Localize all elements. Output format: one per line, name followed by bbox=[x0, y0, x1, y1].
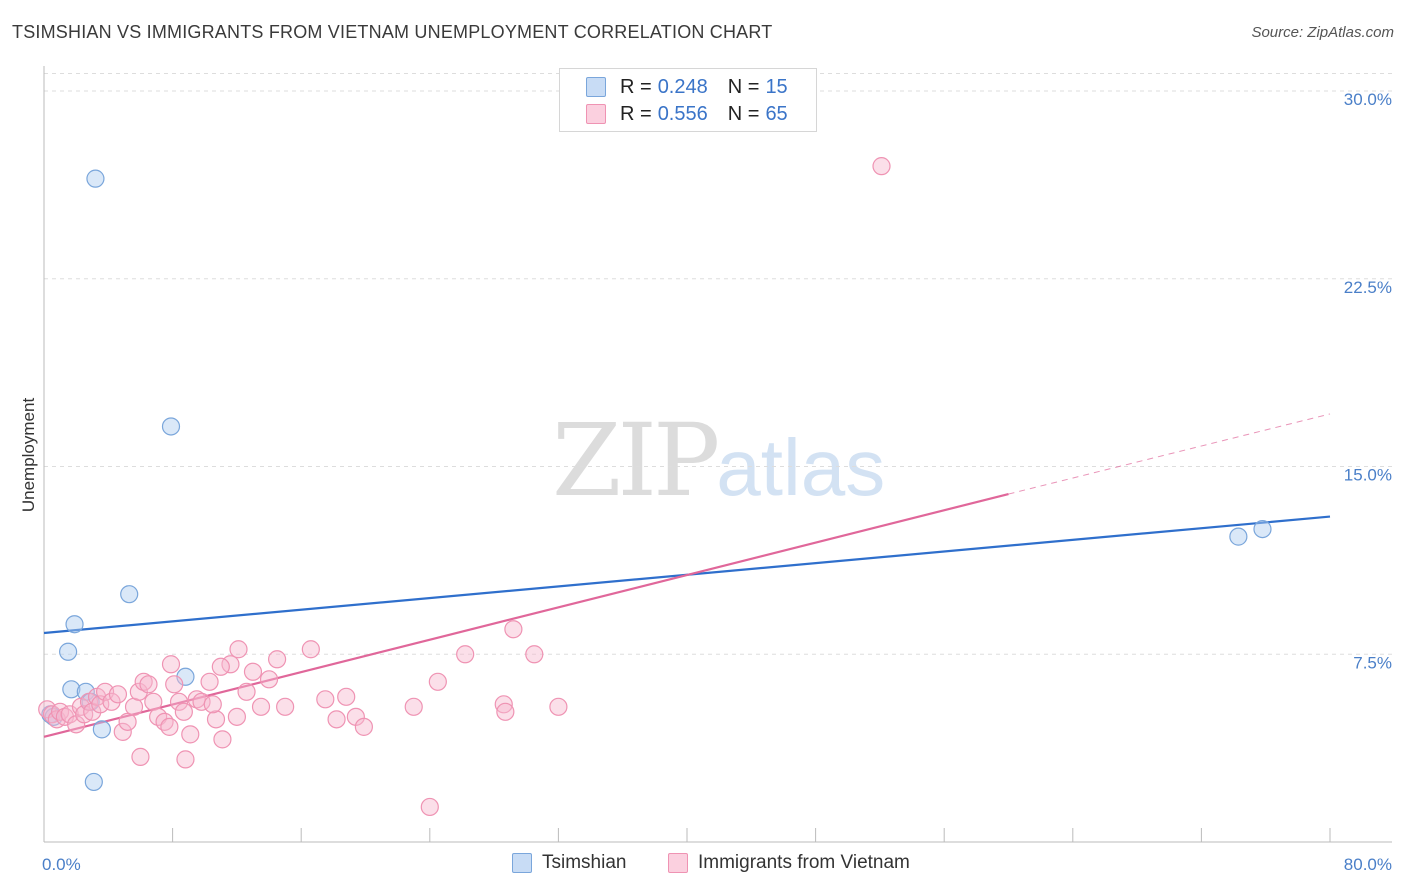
series-legend: Tsimshian Immigrants from Vietnam bbox=[0, 852, 1406, 876]
vietnam-point bbox=[192, 692, 211, 711]
vietnam-point bbox=[213, 730, 232, 749]
vietnam-trend-extension bbox=[1008, 413, 1331, 495]
vietnam-point bbox=[428, 672, 447, 691]
vietnam-point bbox=[251, 697, 271, 716]
vietnam-point bbox=[174, 702, 193, 721]
watermark-atlas: atlas bbox=[716, 423, 886, 512]
vietnam-point bbox=[169, 692, 189, 711]
vietnam-point bbox=[259, 670, 279, 689]
vietnam-point bbox=[267, 650, 287, 669]
vietnam-point bbox=[118, 712, 137, 731]
tick-labels: 7.5% 15.0% 22.5% 30.0% 0.0% 80.0% Unemployment bbox=[19, 90, 1392, 874]
vietnam-point bbox=[316, 690, 335, 709]
correlation-legend: R = 0.248 N = 15 R = 0.556 N = 65 bbox=[559, 68, 817, 132]
data-points bbox=[38, 157, 1272, 817]
legend-swatch-vietnam bbox=[586, 104, 606, 124]
vietnam-point bbox=[161, 655, 181, 674]
vietnam-point bbox=[243, 662, 263, 681]
y-tick-label: 7.5% bbox=[1353, 653, 1392, 672]
tsimshian-point bbox=[92, 720, 111, 739]
x-tick-label: 80.0% bbox=[1344, 855, 1392, 874]
vietnam-point bbox=[301, 640, 320, 659]
tsimshian-point bbox=[65, 615, 84, 634]
vietnam-point bbox=[337, 687, 356, 706]
source-credit: Source: ZipAtlas.com bbox=[1251, 24, 1394, 41]
tsimshian-point bbox=[161, 417, 181, 436]
vietnam-point bbox=[549, 697, 568, 716]
vietnam-point bbox=[496, 702, 515, 721]
vietnam-point bbox=[181, 725, 200, 744]
series-swatch-vietnam bbox=[668, 853, 688, 873]
trend-lines bbox=[43, 413, 1331, 738]
series-swatch-tsimshian bbox=[512, 853, 532, 873]
vietnam-point bbox=[872, 157, 891, 176]
vietnam-point bbox=[200, 672, 219, 691]
watermark: ZIPatlas bbox=[552, 402, 885, 519]
y-tick-label: 22.5% bbox=[1344, 278, 1392, 297]
tsimshian-point bbox=[84, 772, 103, 792]
legend-swatch-tsimshian bbox=[586, 77, 606, 97]
vietnam-point bbox=[155, 712, 174, 731]
tsimshian-point bbox=[59, 642, 78, 661]
vietnam-point bbox=[129, 682, 148, 701]
tsimshian-point bbox=[1229, 527, 1248, 546]
vietnam-point bbox=[494, 695, 513, 714]
axes bbox=[43, 66, 1392, 843]
series-legend-tsimshian[interactable]: Tsimshian bbox=[512, 852, 626, 874]
y-tick-label: 30.0% bbox=[1344, 90, 1392, 109]
y-tick-label: 15.0% bbox=[1344, 466, 1392, 485]
vietnam-point bbox=[131, 747, 150, 766]
tsimshian-point bbox=[62, 680, 81, 699]
legend-r-value: 0.248 bbox=[657, 75, 708, 98]
vietnam-point bbox=[144, 692, 163, 711]
legend-row-tsimshian: R = 0.248 N = 15 bbox=[586, 75, 788, 99]
vietnam-point bbox=[504, 620, 523, 639]
vietnam-point bbox=[327, 710, 346, 729]
legend-r-label: R = bbox=[620, 102, 652, 125]
vietnam-point bbox=[276, 697, 295, 716]
vietnam-point bbox=[354, 717, 373, 736]
legend-n-label: N = bbox=[727, 102, 760, 125]
vietnam-point bbox=[108, 685, 128, 704]
legend-row-vietnam: R = 0.556 N = 65 bbox=[586, 102, 788, 126]
x-tick-label: 0.0% bbox=[42, 855, 81, 874]
vietnam-point bbox=[229, 640, 248, 659]
vietnam-point bbox=[237, 682, 256, 701]
vietnam-point bbox=[139, 675, 158, 694]
series-legend-vietnam[interactable]: Immigrants from Vietnam bbox=[668, 852, 910, 874]
vietnam-point bbox=[165, 675, 184, 694]
legend-n-value: 15 bbox=[765, 75, 788, 98]
vietnam-point bbox=[420, 797, 439, 817]
vietnam-point bbox=[134, 672, 153, 691]
vietnam-point bbox=[525, 645, 544, 664]
legend-n-label: N = bbox=[727, 75, 760, 98]
tsimshian-point bbox=[86, 169, 105, 188]
vietnam-point bbox=[227, 707, 246, 726]
vietnam-point bbox=[176, 750, 195, 769]
vietnam-point bbox=[206, 710, 226, 729]
legend-n-value: 65 bbox=[765, 102, 788, 125]
series-label-vietnam: Immigrants from Vietnam bbox=[698, 852, 910, 873]
legend-r-label: R = bbox=[620, 75, 652, 98]
y-axis-label: Unemployment bbox=[19, 398, 38, 513]
vietnam-point bbox=[456, 645, 475, 664]
tsimshian-point bbox=[1253, 519, 1272, 539]
vietnam-point bbox=[203, 695, 222, 714]
legend-r-value: 0.556 bbox=[657, 102, 708, 125]
series-label-tsimshian: Tsimshian bbox=[542, 852, 627, 873]
watermark-zip: ZIP bbox=[552, 402, 720, 519]
vietnam-point bbox=[211, 657, 230, 676]
vietnam-point bbox=[102, 692, 121, 711]
vietnam-point bbox=[124, 697, 144, 716]
chart-title: TSIMSHIAN VS IMMIGRANTS FROM VIETNAM UNE… bbox=[12, 22, 773, 42]
vietnam-point bbox=[160, 717, 179, 736]
tsimshian-point bbox=[120, 585, 139, 604]
vietnam-point bbox=[113, 722, 132, 741]
vietnam-point bbox=[404, 697, 423, 716]
